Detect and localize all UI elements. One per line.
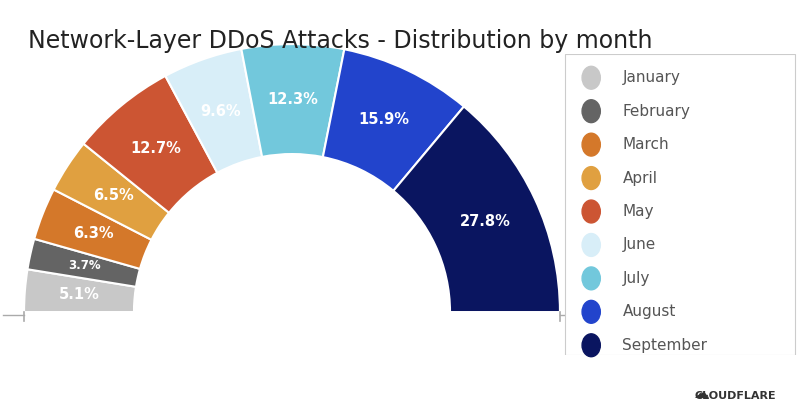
Text: 100%: 100% <box>584 308 623 323</box>
Circle shape <box>582 200 600 223</box>
Wedge shape <box>54 144 169 240</box>
Text: June: June <box>622 237 656 252</box>
Circle shape <box>582 66 600 89</box>
Wedge shape <box>166 49 262 173</box>
Text: ☁: ☁ <box>693 386 708 401</box>
Text: May: May <box>622 204 654 219</box>
Text: August: August <box>622 304 676 319</box>
Circle shape <box>582 267 600 290</box>
Text: CLOUDFLARE: CLOUDFLARE <box>694 391 776 401</box>
Text: 5.1%: 5.1% <box>59 288 100 303</box>
Circle shape <box>582 167 600 189</box>
Text: 3.7%: 3.7% <box>68 260 100 273</box>
Wedge shape <box>34 189 151 269</box>
Circle shape <box>582 334 600 357</box>
Text: April: April <box>622 171 658 186</box>
Text: September: September <box>622 338 707 353</box>
Wedge shape <box>24 269 136 312</box>
Wedge shape <box>242 44 344 157</box>
Text: July: July <box>622 271 650 286</box>
Text: 6.5%: 6.5% <box>93 189 134 204</box>
Text: 12.3%: 12.3% <box>267 92 318 107</box>
Circle shape <box>582 301 600 323</box>
Wedge shape <box>323 49 464 191</box>
Text: January: January <box>622 70 680 85</box>
Wedge shape <box>27 239 140 287</box>
Circle shape <box>582 100 600 122</box>
Circle shape <box>582 133 600 156</box>
Text: 27.8%: 27.8% <box>459 214 510 229</box>
Text: 9.6%: 9.6% <box>201 104 241 119</box>
Circle shape <box>582 234 600 256</box>
Text: 15.9%: 15.9% <box>358 112 410 127</box>
FancyBboxPatch shape <box>565 54 795 355</box>
Wedge shape <box>394 107 560 312</box>
Text: 6.3%: 6.3% <box>74 227 114 241</box>
Wedge shape <box>83 76 218 213</box>
Text: March: March <box>622 137 669 152</box>
Text: February: February <box>622 104 690 119</box>
Text: 12.7%: 12.7% <box>130 140 182 155</box>
Text: Network-Layer DDoS Attacks - Distribution by month: Network-Layer DDoS Attacks - Distributio… <box>28 29 653 53</box>
